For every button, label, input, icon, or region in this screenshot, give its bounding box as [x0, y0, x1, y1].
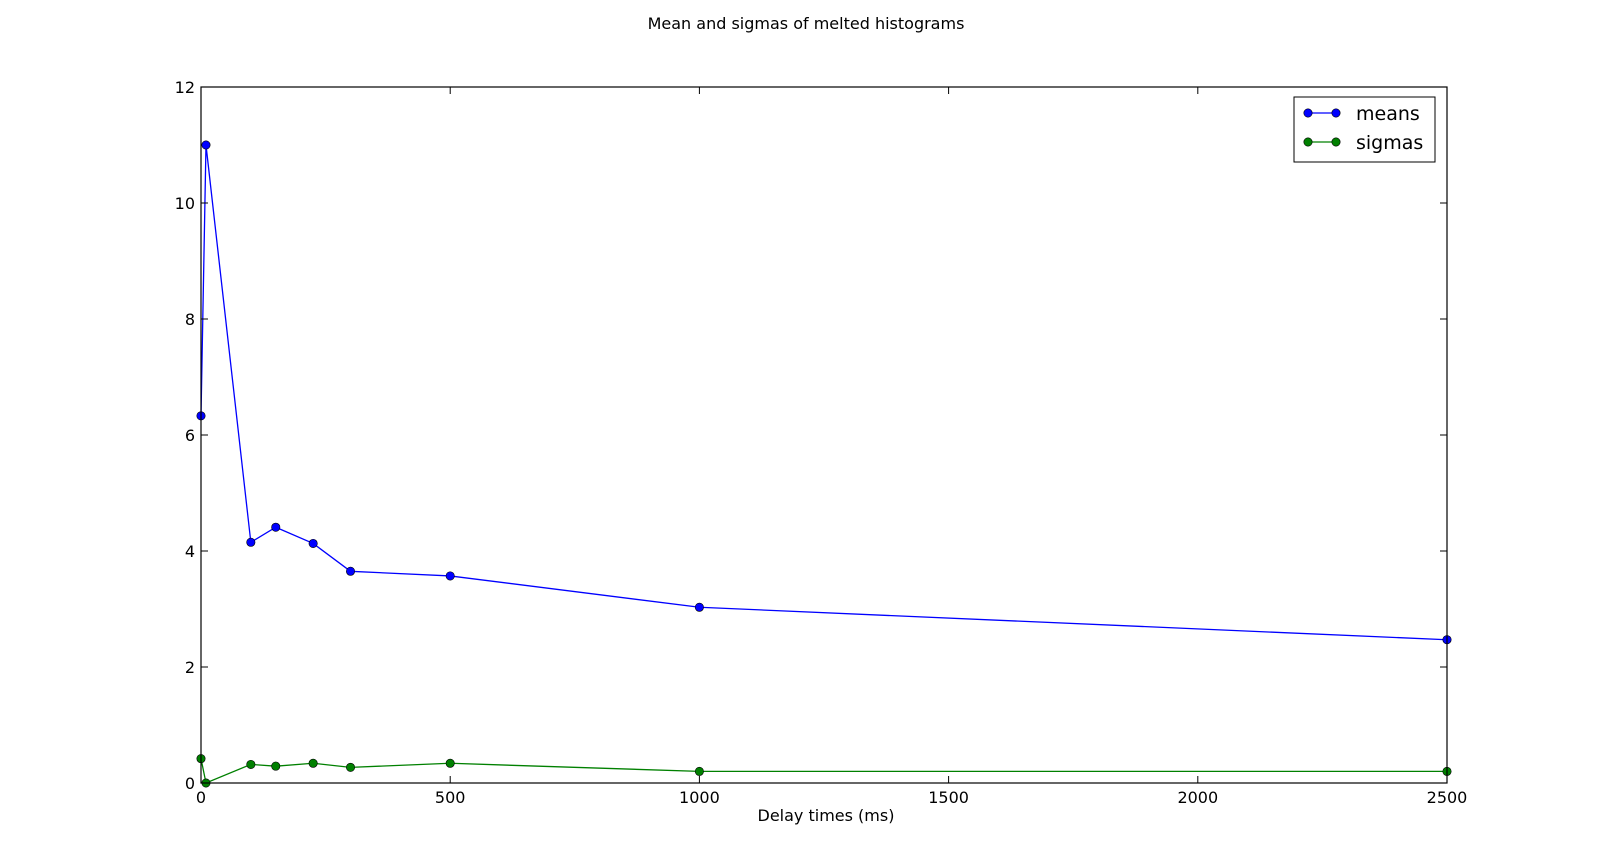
- series-line-means: [200, 144, 1448, 641]
- data-point-sigmas: [346, 762, 356, 772]
- x-axis-label: Delay times (ms): [758, 806, 895, 825]
- legend-marker-means: [1303, 108, 1313, 118]
- legend-box: [1293, 96, 1436, 163]
- y-tick-label: 2: [185, 658, 195, 677]
- y-tick-label: 0: [185, 774, 195, 793]
- legend-label-means: means: [1356, 103, 1420, 125]
- legend-marker-sigmas: [1331, 137, 1341, 147]
- data-point-sigmas: [445, 758, 455, 768]
- data-point-means: [271, 522, 281, 532]
- x-tick-label: 0: [196, 788, 206, 807]
- series-line-sigmas: [200, 758, 1447, 784]
- x-tick-label: 1000: [679, 788, 720, 807]
- data-point-means: [308, 538, 318, 548]
- chart-title: Mean and sigmas of melted histograms: [648, 14, 965, 33]
- y-tick-label: 6: [185, 426, 195, 445]
- axes-frame: [200, 86, 1448, 784]
- y-tick-label: 12: [175, 78, 195, 97]
- data-point-means: [246, 537, 256, 547]
- data-point-means: [201, 140, 211, 150]
- x-tick-label: 1500: [928, 788, 969, 807]
- data-point-means: [694, 602, 704, 612]
- y-tick-label: 4: [185, 542, 195, 561]
- legend-label-sigmas: sigmas: [1356, 132, 1423, 154]
- data-point-means: [346, 566, 356, 576]
- axis-ticks: 0 500 1000 1500 2000 2500 0 2 4 6 8 10 12: [175, 78, 1468, 807]
- plot-area: [196, 140, 1452, 788]
- y-tick-label: 10: [175, 194, 195, 213]
- data-point-sigmas: [271, 761, 281, 771]
- series-means: [196, 140, 1452, 645]
- data-point-sigmas: [308, 758, 318, 768]
- data-point-means: [445, 571, 455, 581]
- x-tick-label: 2500: [1427, 788, 1468, 807]
- legend: means sigmas: [1293, 96, 1436, 163]
- data-point-sigmas: [246, 759, 256, 769]
- y-tick-label: 8: [185, 310, 195, 329]
- x-tick-label: 2000: [1177, 788, 1218, 807]
- x-tick-label: 500: [435, 788, 466, 807]
- legend-marker-sigmas: [1303, 137, 1313, 147]
- series-sigmas: [196, 754, 1452, 788]
- data-point-sigmas: [694, 766, 704, 776]
- legend-marker-means: [1331, 108, 1341, 118]
